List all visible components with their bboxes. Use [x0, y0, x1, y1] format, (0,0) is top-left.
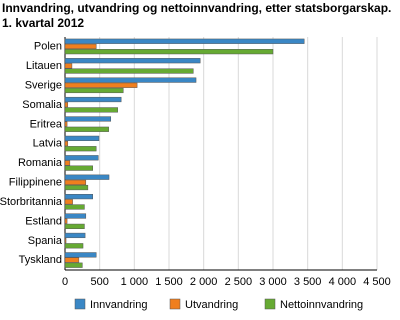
bar: [64, 165, 93, 171]
y-tick-label: Litauen: [26, 60, 62, 72]
bar: [64, 199, 73, 205]
legend-label: Nettoinnvandring: [280, 299, 363, 311]
y-tick-label: Storbritannia: [0, 196, 63, 208]
x-tick-label: 4 500: [363, 276, 391, 288]
x-tick-label: 4 000: [329, 276, 357, 288]
legend-label: Utvandring: [185, 299, 238, 311]
legend-swatch: [264, 298, 276, 310]
bar: [64, 262, 83, 268]
chart-subtitle: 1. kvartal 2012: [2, 16, 84, 30]
bar: [64, 38, 305, 44]
legend-swatch: [74, 298, 86, 310]
bar: [64, 155, 99, 161]
bar: [64, 116, 112, 122]
legend-swatch: [169, 298, 181, 310]
bar: [64, 232, 86, 239]
bar: [64, 174, 110, 180]
y-tick-label: Polen: [34, 41, 62, 53]
y-tick-label: Spania: [28, 235, 63, 247]
bar: [64, 184, 89, 191]
bar: [64, 82, 138, 88]
x-tick-label: 0: [62, 276, 68, 288]
bar: [64, 179, 87, 185]
bar: [64, 238, 67, 244]
bar: [64, 213, 87, 219]
bar: [64, 126, 109, 132]
y-tick-label: Sverige: [25, 79, 62, 91]
y-tick-label: Filippinene: [9, 177, 62, 189]
bar: [64, 68, 194, 74]
bar: [64, 96, 122, 103]
y-tick-label: Eritrea: [30, 118, 63, 130]
bar: [64, 252, 97, 258]
bar: [64, 43, 97, 50]
bar: [64, 257, 80, 263]
y-tick-label: Tyskland: [19, 254, 62, 266]
bar: [64, 218, 68, 224]
bar: [64, 204, 85, 210]
y-tick-label: Romania: [18, 157, 63, 169]
x-tick-label: 1 000: [121, 276, 149, 288]
bar: [64, 194, 93, 200]
x-tick-label: 2 500: [225, 276, 253, 288]
bar: [64, 77, 197, 83]
x-tick-label: 2 000: [190, 276, 218, 288]
y-tick-label: Estland: [25, 215, 62, 227]
x-tick-label: 3 000: [259, 276, 287, 288]
chart-title: Innvandring, utvandring og nettoinnvandr…: [2, 1, 391, 15]
y-tick-label: Latvia: [33, 138, 63, 150]
bar: [64, 140, 69, 147]
bar: [64, 223, 85, 229]
bar: [64, 160, 71, 166]
bar: [64, 87, 124, 94]
x-tick-label: 500: [90, 276, 108, 288]
bar: [64, 102, 69, 108]
x-tick-label: 3 500: [294, 276, 322, 288]
y-tick-label: Somalia: [22, 99, 63, 111]
legend-label: Innvandring: [90, 299, 148, 311]
bar: [64, 146, 97, 152]
bar: [64, 63, 73, 69]
bar: [64, 58, 201, 64]
bar: [64, 135, 100, 141]
bar: [64, 49, 274, 55]
bar: [64, 243, 84, 249]
bar: [64, 107, 118, 113]
bar: [64, 121, 68, 127]
x-tick-label: 1 500: [155, 276, 183, 288]
